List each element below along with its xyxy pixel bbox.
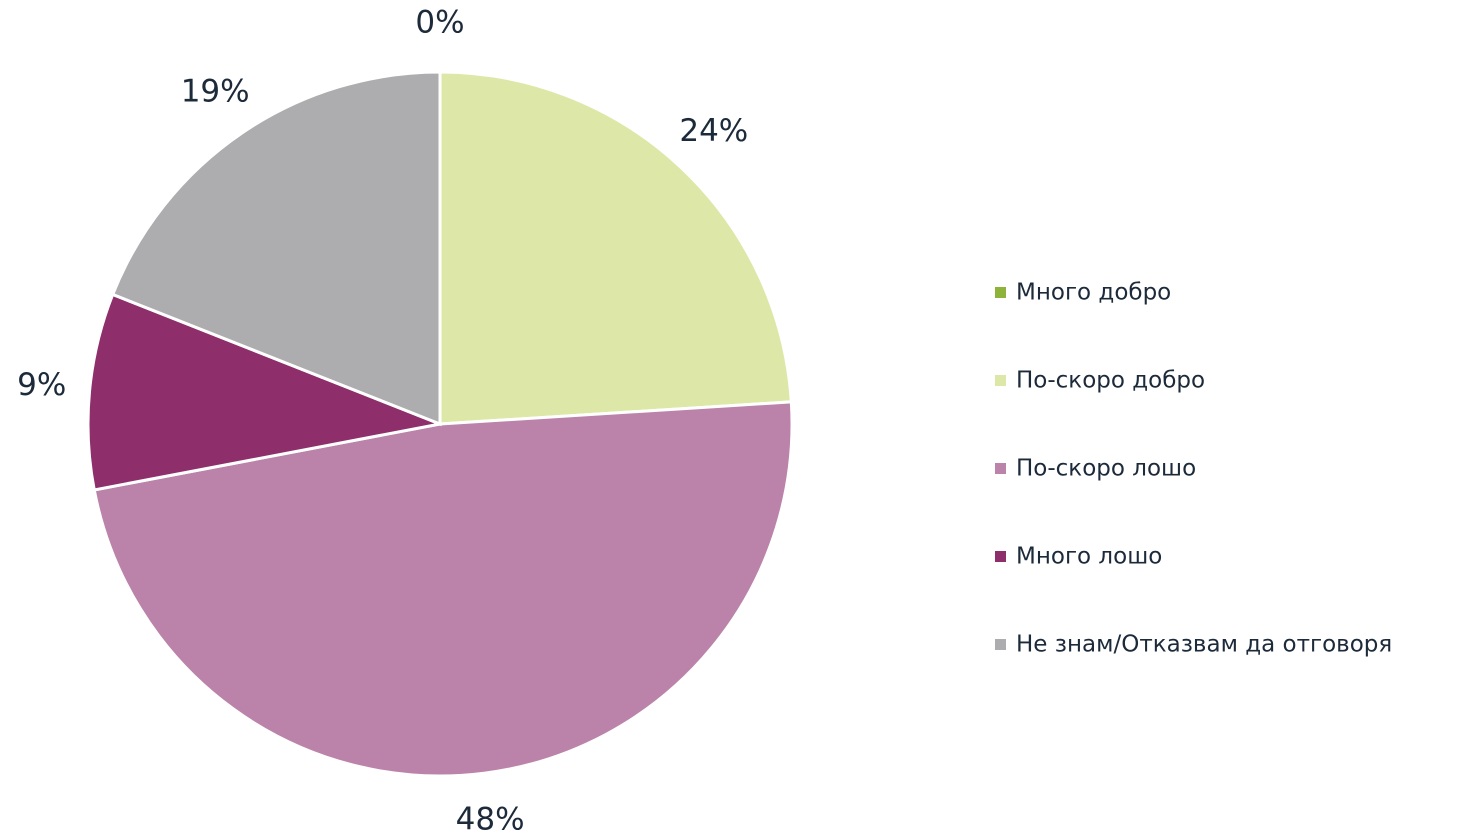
pie-slice	[438, 70, 793, 426]
value-label: 24%	[679, 113, 748, 149]
legend-swatch	[995, 375, 1006, 386]
legend-swatch	[995, 463, 1006, 474]
value-label: 9%	[17, 367, 66, 403]
pie-slice	[110, 70, 442, 427]
legend-label: Не знам/Отказвам да отговоря	[1016, 632, 1392, 658]
value-label: 19%	[181, 74, 250, 110]
pie-slice	[86, 292, 446, 492]
value-label: 0%	[415, 5, 464, 41]
legend-label: Много лошо	[1016, 544, 1162, 570]
legend-swatch	[995, 639, 1006, 650]
value-label: 48%	[456, 801, 525, 837]
legend-label: Много добро	[1016, 280, 1171, 306]
legend-label: По-скоро добро	[1016, 368, 1205, 394]
legend-swatch	[995, 551, 1006, 562]
pie-slice	[92, 400, 794, 778]
legend-label: По-скоро лошо	[1016, 456, 1196, 482]
legend-swatch	[995, 287, 1006, 298]
